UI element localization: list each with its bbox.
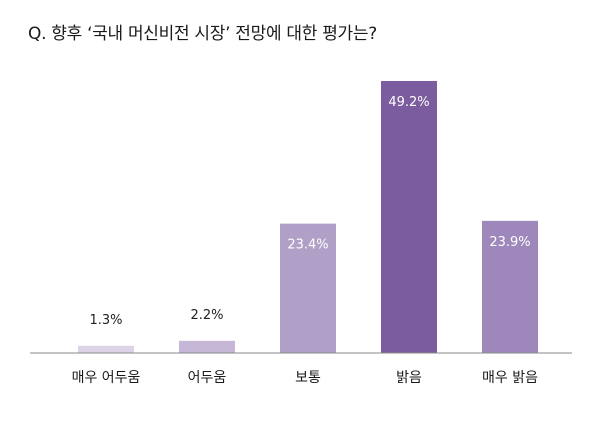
value-label-2: 2.2% bbox=[190, 308, 223, 323]
bar-3 bbox=[280, 223, 336, 353]
value-label-4: 49.2% bbox=[388, 95, 429, 110]
bar-5 bbox=[482, 220, 538, 353]
category-label-4: 밝음 bbox=[396, 370, 422, 386]
bar-4 bbox=[381, 81, 437, 353]
bar-1 bbox=[78, 345, 134, 353]
value-label-1: 1.3% bbox=[89, 313, 122, 328]
category-label-3: 보통 bbox=[295, 370, 321, 386]
value-label-3: 23.4% bbox=[287, 238, 328, 253]
category-label-1: 매우 어두움 bbox=[72, 370, 141, 386]
labels-group: 1.3% 매우 어두움 2.2% 어두움 23.4% 보통 49.2% 밝음 23.9% 매우 밝… bbox=[72, 95, 539, 386]
bars-group bbox=[78, 81, 538, 353]
category-label-5: 매우 밝음 bbox=[482, 370, 538, 386]
category-label-2: 어두움 bbox=[188, 370, 227, 386]
bar-2 bbox=[179, 340, 235, 353]
chart-title: Q. 향후 ‘국내 머신비전 시장’ 전망에 대한 평가는? bbox=[28, 24, 377, 44]
value-label-5: 23.9% bbox=[489, 235, 530, 250]
